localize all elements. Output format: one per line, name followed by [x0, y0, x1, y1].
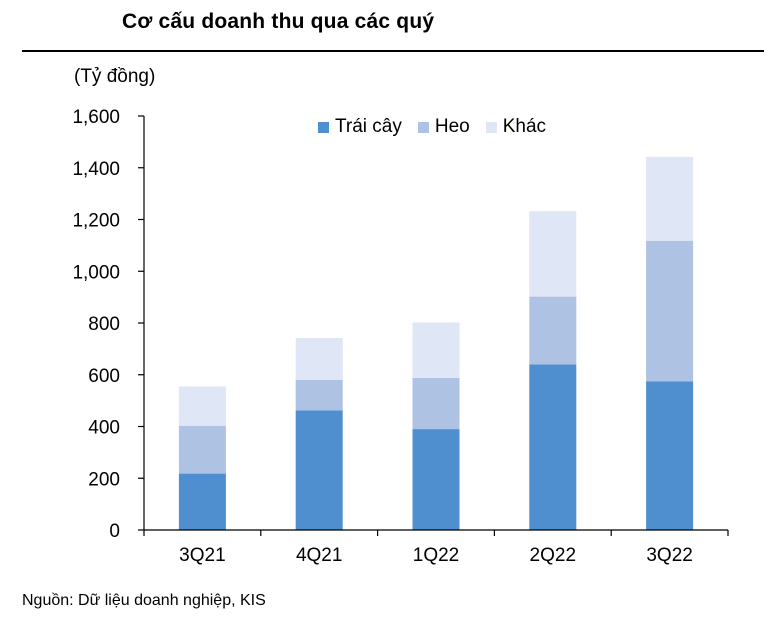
- y-tick-label: 800: [88, 314, 120, 335]
- legend-label-heo: Heo: [434, 116, 470, 137]
- bar-4q21-heo: [295, 379, 343, 411]
- bar-4q21-khác: [295, 338, 343, 380]
- y-tick-label: 600: [88, 366, 120, 387]
- y-tick-label: 0: [109, 521, 120, 542]
- bar-1q22-trái-cây: [412, 429, 460, 530]
- legend-item-heo: Heo: [417, 116, 470, 138]
- legend-item-trai-cay: Trái cây: [318, 116, 402, 138]
- chart-title: Cơ cấu doanh thu qua các quý: [122, 10, 435, 33]
- source-note: Nguồn: Dữ liệu doanh nghiệp, KIS: [22, 592, 266, 609]
- bar-2q22-trái-cây: [529, 364, 577, 530]
- y-tick-label: 1,200: [72, 211, 120, 232]
- bar-3q22-khác: [646, 156, 694, 241]
- y-tick-label: 200: [88, 469, 120, 490]
- y-tick-label: 400: [88, 418, 120, 439]
- x-tick-label: 3Q21: [179, 545, 225, 566]
- legend-label-khac: Khác: [502, 116, 547, 137]
- y-tick-label: 1,600: [72, 107, 120, 128]
- bar-3q22-trái-cây: [646, 381, 694, 530]
- bar-2q22-heo: [529, 296, 577, 365]
- x-tick-label: 2Q22: [530, 545, 576, 566]
- legend-label-trai-cay: Trái cây: [335, 116, 402, 137]
- y-tick-label: 1,400: [72, 159, 120, 180]
- bar-1q22-khác: [412, 322, 460, 378]
- x-tick-label: 1Q22: [413, 545, 459, 566]
- chart-legend: Trái cây Heo Khác: [318, 116, 562, 138]
- y-tick-label: 1,000: [72, 262, 120, 283]
- legend-swatch-khac: [485, 121, 497, 133]
- x-tick-label: 3Q22: [646, 545, 692, 566]
- bar-3q21-khác: [178, 386, 226, 426]
- bar-4q21-trái-cây: [295, 410, 343, 530]
- legend-swatch-heo: [417, 121, 429, 133]
- bar-2q22-khác: [529, 211, 577, 297]
- y-axis-unit: (Tỷ đồng): [74, 66, 156, 87]
- title-divider: [22, 50, 764, 52]
- x-tick-label: 4Q21: [296, 545, 342, 566]
- bar-1q22-heo: [412, 377, 460, 430]
- bar-3q21-heo: [178, 425, 226, 474]
- legend-item-khac: Khác: [485, 116, 547, 138]
- legend-swatch-trai-cay: [318, 121, 329, 133]
- bar-3q22-heo: [646, 240, 694, 382]
- bar-3q21-trái-cây: [178, 473, 226, 530]
